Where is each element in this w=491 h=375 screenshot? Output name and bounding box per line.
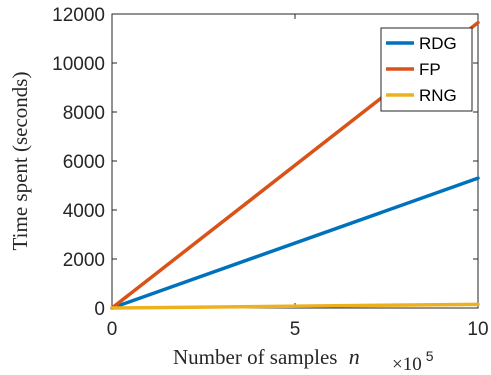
y-tick-label: 2000: [63, 250, 105, 271]
legend-label-rng: RNG: [419, 86, 457, 105]
series-line-rng: [110, 302, 480, 310]
y-tick-label: 4000: [63, 201, 105, 222]
x-axis-ticks: 0 5 10: [107, 14, 489, 340]
y-tick-label: 12000: [52, 5, 105, 26]
x-axis-exponent-base: ×10: [392, 354, 422, 375]
y-tick-label: 6000: [63, 152, 105, 173]
x-tick-label: 0: [107, 319, 118, 340]
legend-label-fp: FP: [419, 60, 441, 79]
y-tick-label: 0: [94, 299, 105, 320]
y-tick-label: 10000: [52, 54, 105, 75]
x-axis-label: Number of samples n: [173, 344, 360, 369]
y-axis-label: Time spent (seconds): [8, 72, 32, 251]
series-line-rdg: [110, 176, 480, 310]
legend: RDG FP RNG: [380, 27, 473, 112]
x-tick-label: 5: [290, 319, 301, 340]
y-axis-ticks: 0 2000 4000 6000 8000 10000 12000: [52, 5, 478, 320]
y-tick-label: 8000: [63, 103, 105, 124]
x-axis-exponent-power: 5: [426, 348, 434, 364]
x-axis-exponent: ×10 5: [392, 348, 434, 375]
x-axis-label-variable: n: [349, 344, 360, 369]
x-axis-label-text: Number of samples: [173, 345, 337, 369]
legend-label-rdg: RDG: [419, 34, 457, 53]
x-tick-label: 10: [467, 319, 488, 340]
